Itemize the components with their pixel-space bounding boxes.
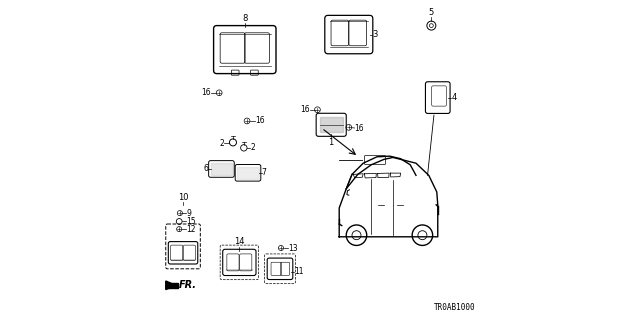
Text: TR0AB1000: TR0AB1000 — [433, 303, 475, 312]
Text: 16: 16 — [355, 124, 364, 132]
Polygon shape — [166, 283, 178, 288]
Text: 1: 1 — [328, 138, 334, 147]
Text: 8: 8 — [242, 14, 248, 23]
Text: 2: 2 — [250, 143, 255, 152]
Text: 2: 2 — [220, 139, 224, 148]
Text: 4: 4 — [451, 93, 456, 102]
Text: FR.: FR. — [179, 280, 197, 291]
Text: 12: 12 — [186, 225, 196, 234]
Text: 3: 3 — [372, 30, 378, 39]
Polygon shape — [237, 167, 259, 179]
Text: 10: 10 — [178, 193, 188, 202]
Polygon shape — [211, 163, 232, 175]
Text: 15: 15 — [186, 217, 196, 226]
Text: 14: 14 — [234, 237, 244, 246]
Text: 7: 7 — [262, 168, 267, 177]
Text: 5: 5 — [429, 8, 434, 17]
Text: 16: 16 — [300, 105, 310, 114]
Text: 13: 13 — [288, 244, 298, 252]
Polygon shape — [166, 281, 176, 290]
Text: 6: 6 — [203, 164, 208, 173]
Text: 11: 11 — [294, 268, 304, 276]
Text: 16: 16 — [255, 116, 265, 125]
Polygon shape — [320, 117, 343, 132]
Text: 16: 16 — [201, 88, 211, 97]
Text: 9: 9 — [186, 209, 191, 218]
